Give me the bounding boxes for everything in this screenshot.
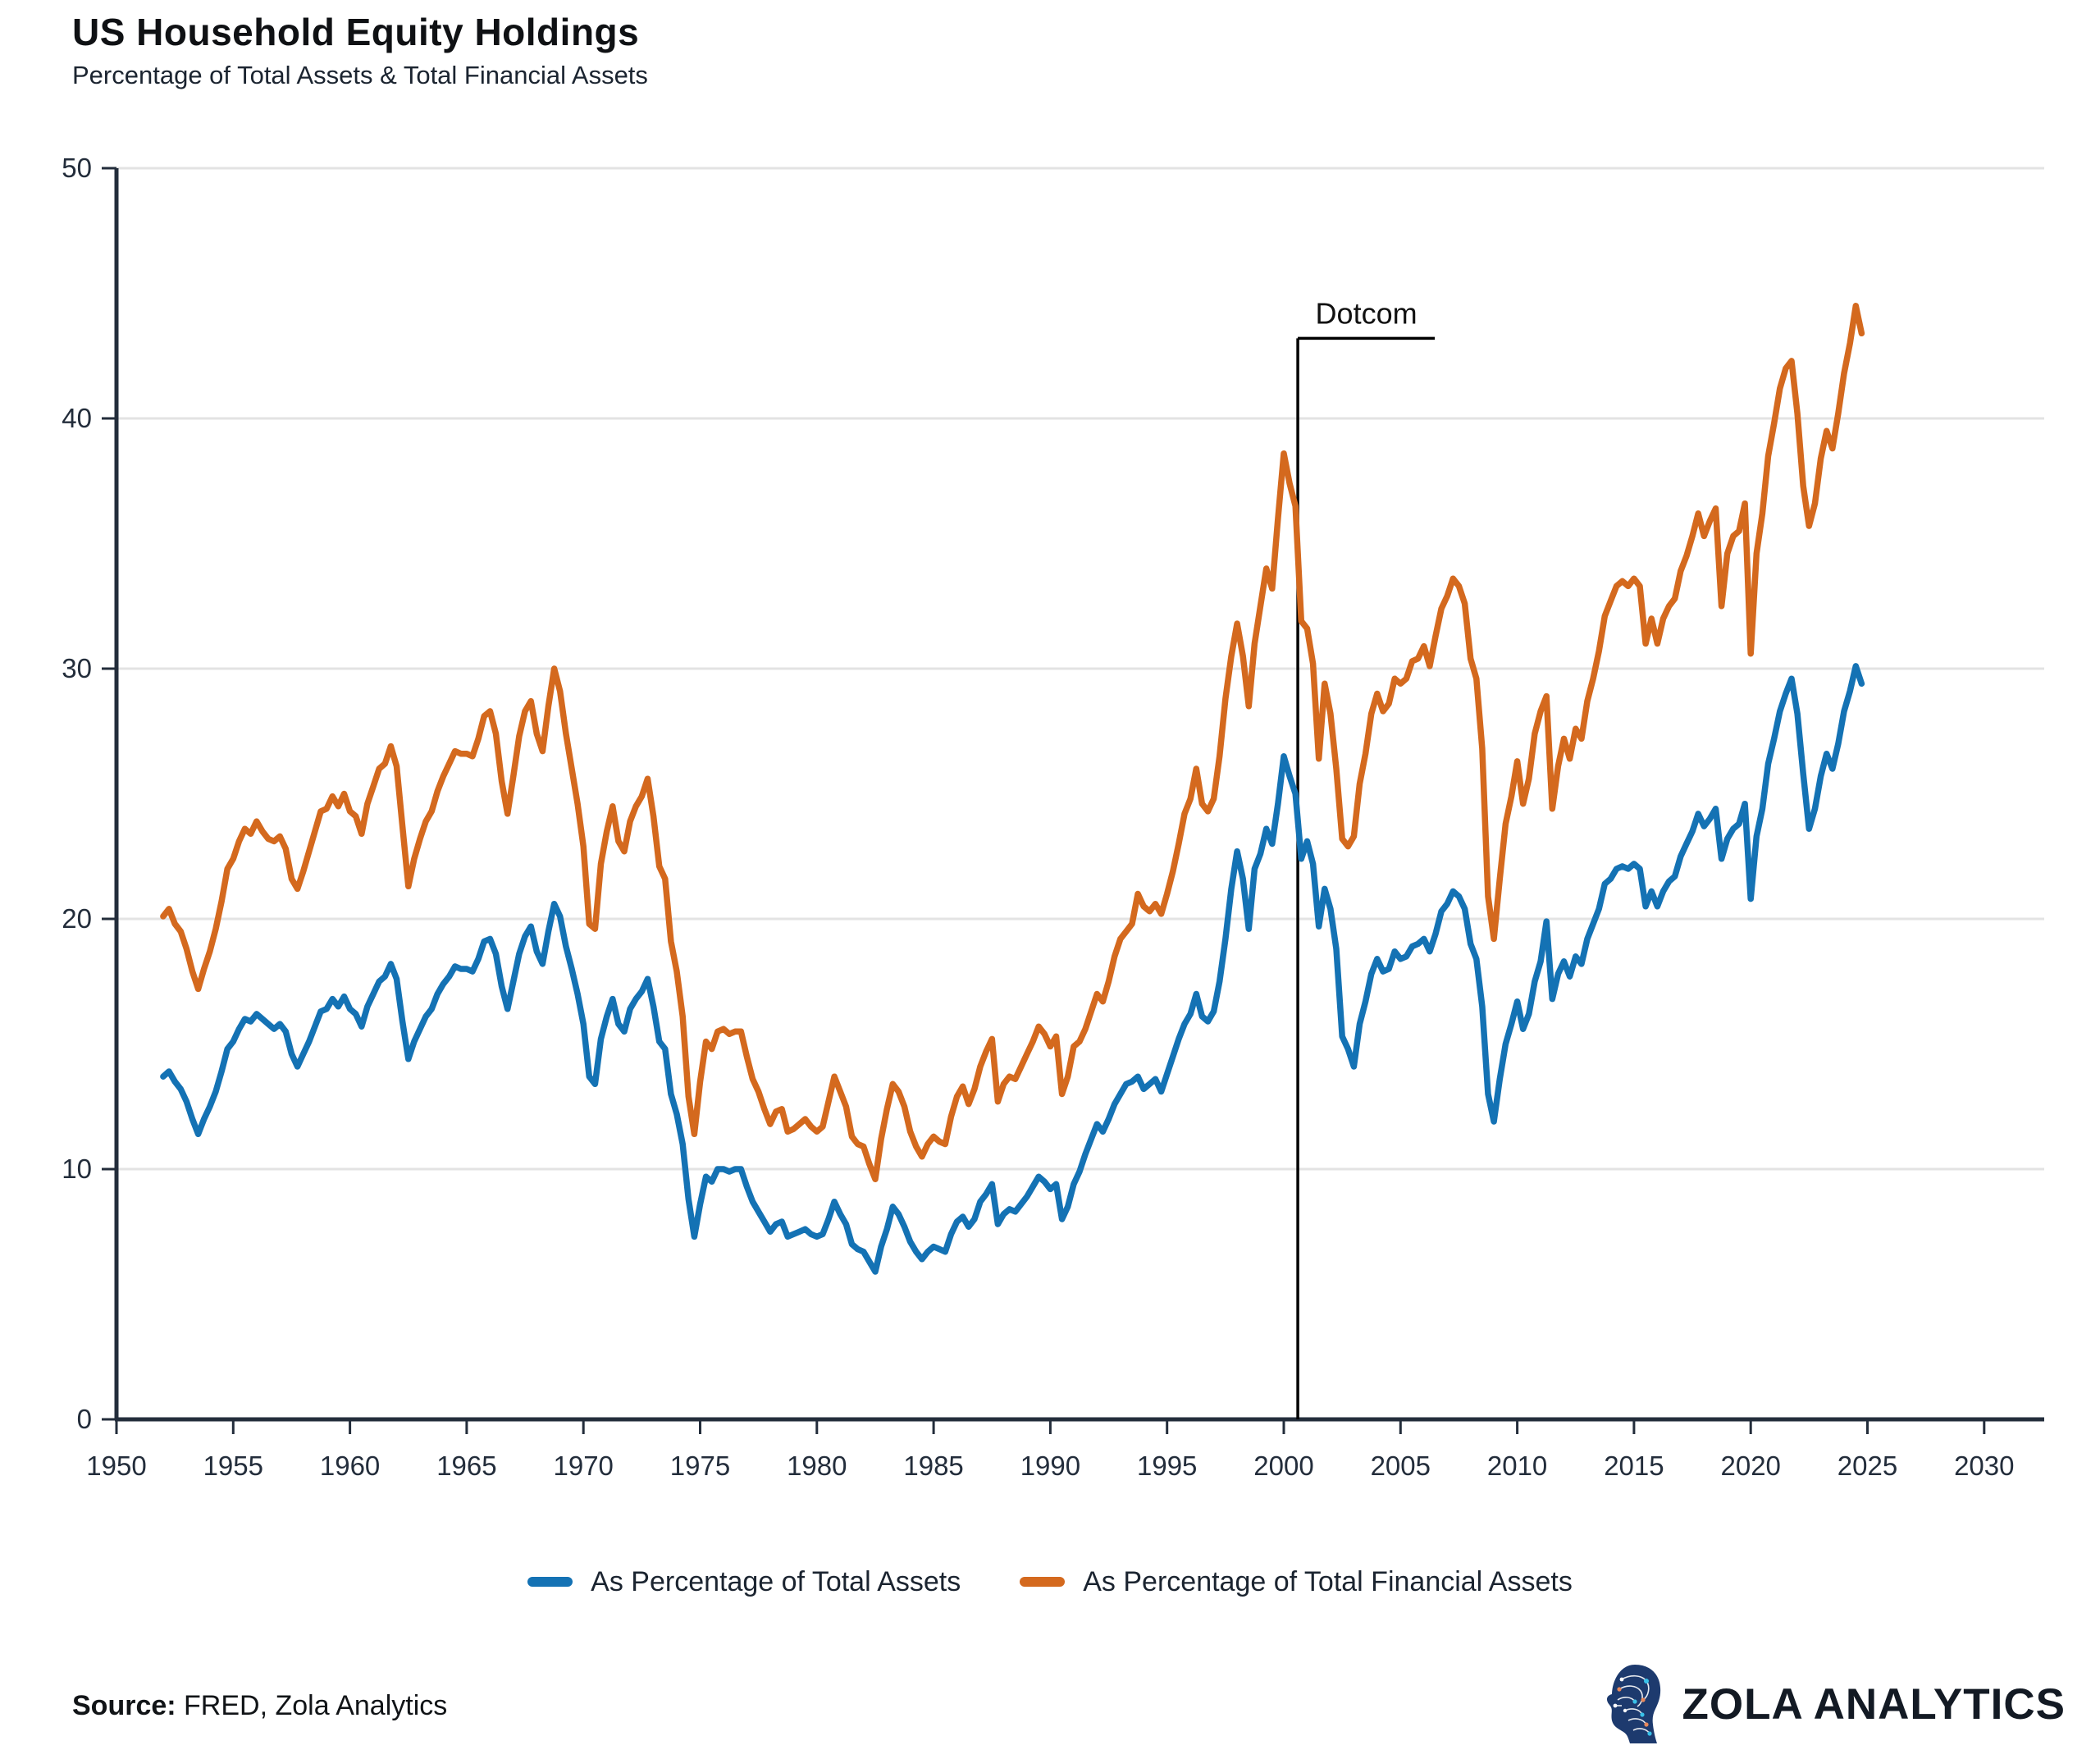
x-tick-label: 1995: [1137, 1451, 1197, 1481]
y-tick-label: 30: [62, 653, 92, 683]
x-tick-label: 2025: [1838, 1451, 1897, 1481]
circuit-nodes: [1613, 1677, 1652, 1736]
x-tick-label: 1975: [670, 1451, 730, 1481]
legend-item-total-assets: As Percentage of Total Assets: [527, 1566, 961, 1598]
y-tick-label: 20: [62, 903, 92, 934]
legend-swatch-orange-icon: [1020, 1577, 1066, 1587]
x-tick-label: 2020: [1720, 1451, 1780, 1481]
x-tick-label: 1950: [86, 1451, 146, 1481]
y-tick-label: 50: [62, 153, 92, 183]
annotation-label: Dotcom: [1316, 296, 1418, 330]
x-tick-label: 1980: [787, 1451, 847, 1481]
y-tick-label: 10: [62, 1154, 92, 1184]
x-tick-label: 2000: [1253, 1451, 1313, 1481]
y-tick-label: 0: [77, 1404, 92, 1434]
x-tick-label: 2015: [1604, 1451, 1664, 1481]
x-tick-label: 1965: [436, 1451, 496, 1481]
source-note: Source: FRED, Zola Analytics: [72, 1690, 447, 1722]
legend-swatch-blue-icon: [527, 1577, 573, 1587]
x-tick-label: 1990: [1020, 1451, 1080, 1481]
x-tick-label: 2010: [1487, 1451, 1547, 1481]
x-tick-label: 2030: [1954, 1451, 2014, 1481]
x-tick-label: 1985: [903, 1451, 963, 1481]
gridlines: [116, 167, 2044, 1171]
x-tick-label: 1960: [320, 1451, 380, 1481]
page-subtitle: Percentage of Total Assets & Total Finan…: [72, 61, 648, 89]
circuit-head-icon: [1606, 1665, 1660, 1743]
legend-item-total-financial-assets: As Percentage of Total Financial Assets: [1020, 1566, 1573, 1598]
x-tick-label: 1970: [553, 1451, 613, 1481]
chart-legend: As Percentage of Total Assets As Percent…: [0, 1553, 2100, 1611]
series-line-1: [160, 303, 1865, 1182]
source-text: FRED, Zola Analytics: [176, 1690, 448, 1721]
legend-label: As Percentage of Total Financial Assets: [1083, 1565, 1573, 1597]
series-line-0: [160, 663, 1865, 1275]
page-title: US Household Equity Holdings: [72, 11, 640, 53]
legend-label: As Percentage of Total Assets: [591, 1565, 961, 1597]
source-label: Source:: [72, 1690, 176, 1721]
annotation-dotcom: Dotcom: [1296, 296, 1436, 1419]
brand-name: ZOLA ANALYTICS: [1682, 1679, 2066, 1729]
brand-logo: ZOLA ANALYTICS: [1605, 1659, 2066, 1749]
x-tick-label: 1955: [203, 1451, 263, 1481]
x-tick-label: 2005: [1371, 1451, 1431, 1481]
y-tick-label: 40: [62, 403, 92, 433]
